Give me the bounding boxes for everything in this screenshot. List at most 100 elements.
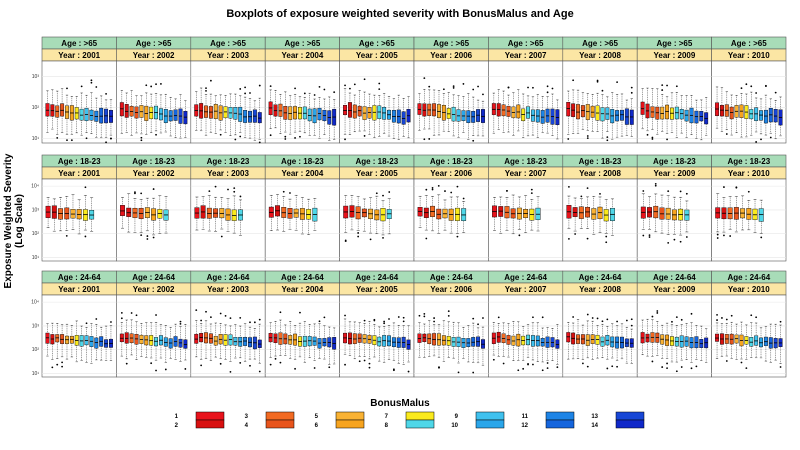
outlier-point — [344, 84, 346, 87]
outlier-point — [369, 238, 372, 241]
year-strip-label: Year : 2005 — [356, 51, 398, 60]
outlier-point — [568, 186, 570, 188]
year-strip-label: Year : 2010 — [728, 285, 770, 294]
outlier-point — [745, 367, 748, 370]
outlier-point — [423, 312, 426, 315]
box — [752, 208, 758, 220]
outlier-point — [546, 91, 549, 94]
year-strip-label: Year : 2008 — [579, 169, 621, 178]
box — [471, 337, 476, 347]
outlier-point — [735, 186, 738, 189]
outlier-point — [388, 318, 390, 320]
outlier-point — [382, 236, 384, 239]
outlier-point — [155, 369, 157, 372]
outlier-point — [572, 316, 575, 318]
outlier-point — [661, 89, 664, 91]
outlier-point — [239, 361, 242, 364]
year-strip-label: Year : 2001 — [58, 51, 100, 60]
legend-swatch — [335, 411, 365, 421]
box — [620, 109, 624, 121]
panel-frame — [562, 60, 638, 144]
outlier-point — [648, 236, 651, 238]
outlier-point — [472, 139, 475, 142]
outlier-point — [220, 235, 223, 238]
outlier-point — [110, 137, 112, 140]
outlier-point — [95, 318, 98, 320]
box — [357, 105, 362, 117]
panel-frame — [413, 294, 489, 378]
box — [243, 337, 248, 346]
box — [576, 104, 580, 120]
y-tick-label: 10² — [32, 347, 40, 353]
box — [124, 104, 129, 118]
age-strip-label: Age : >65 — [731, 39, 767, 48]
outlier-point — [656, 312, 659, 314]
outlier-point — [730, 314, 733, 317]
age-strip-label: Age : 24-64 — [430, 273, 473, 282]
year-strip-label: Year : 2008 — [579, 51, 621, 60]
outlier-point — [378, 88, 381, 91]
outlier-point — [258, 84, 261, 87]
outlier-point — [760, 236, 763, 239]
outlier-point — [462, 83, 465, 85]
outlier-point — [249, 321, 251, 324]
outlier-point — [648, 234, 651, 237]
outlier-point — [723, 234, 725, 237]
outlier-point — [146, 235, 149, 237]
outlier-point — [195, 309, 198, 312]
outlier-point — [323, 88, 326, 91]
outlier-point — [357, 232, 360, 234]
box — [763, 109, 768, 124]
outlier-point — [606, 367, 609, 370]
outlier-point — [239, 88, 242, 90]
outlier-point — [205, 87, 207, 90]
year-strip-label: Year : 2001 — [58, 169, 100, 178]
outlier-point — [375, 192, 378, 195]
legend-title: BonusMalus — [370, 398, 430, 409]
panel-frame — [488, 60, 564, 144]
outlier-point — [344, 138, 346, 141]
outlier-point — [344, 363, 346, 366]
box — [660, 106, 665, 120]
age-strip-label: Age : 24-64 — [504, 273, 547, 282]
outlier-point — [279, 361, 282, 364]
outlier-point — [667, 241, 670, 244]
outlier-point — [423, 77, 426, 80]
outlier-point — [428, 138, 431, 140]
outlier-point — [651, 136, 654, 139]
outlier-point — [551, 87, 554, 90]
outlier-point — [740, 87, 743, 90]
box — [149, 106, 154, 120]
outlier-point — [601, 320, 604, 323]
outlier-point — [666, 362, 668, 365]
outlier-point — [532, 316, 534, 319]
y-tick-label: 10³ — [32, 74, 40, 80]
outlier-point — [313, 94, 316, 96]
outlier-point — [606, 318, 609, 321]
age-strip-label: Age : 18-23 — [355, 157, 398, 166]
outlier-point — [671, 320, 673, 323]
box — [640, 101, 645, 115]
outlier-point — [51, 366, 54, 369]
outlier-point — [284, 135, 287, 138]
outlier-point — [105, 141, 107, 144]
outlier-point — [586, 137, 589, 140]
age-strip-label: Age : 24-64 — [132, 273, 175, 282]
outlier-point — [313, 367, 316, 369]
outlier-point — [755, 141, 758, 143]
year-strip-label: Year : 2009 — [653, 285, 695, 294]
outlier-point — [294, 367, 296, 370]
outlier-point — [586, 135, 589, 137]
age-strip-label: Age : 18-23 — [58, 157, 101, 166]
year-strip-label: Year : 2004 — [281, 285, 323, 294]
box — [45, 103, 50, 117]
box — [343, 105, 348, 116]
outlier-point — [616, 81, 618, 83]
outlier-point — [200, 364, 203, 367]
outlier-point — [205, 89, 207, 92]
outlier-point — [229, 370, 232, 373]
age-strip-label: Age : 18-23 — [653, 157, 696, 166]
outlier-point — [725, 360, 728, 362]
outlier-point — [611, 365, 614, 368]
